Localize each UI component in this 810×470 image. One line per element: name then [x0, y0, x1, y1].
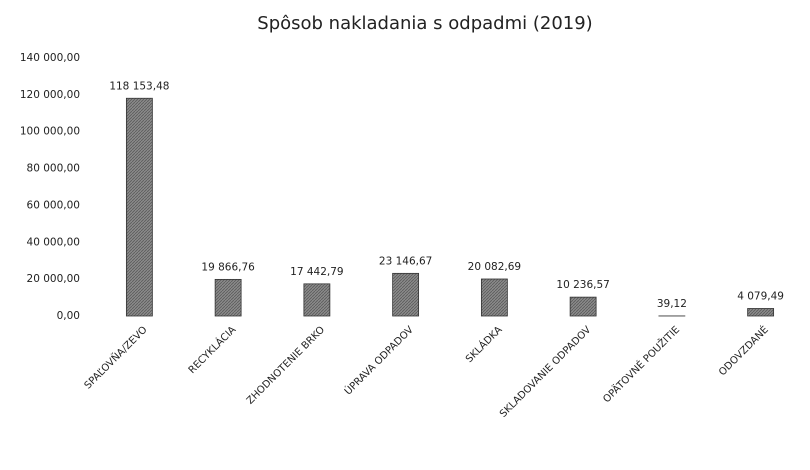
x-tick-label: OPÄTOVNÉ POUŽITIE	[600, 323, 682, 405]
value-label: 4 079,49	[737, 290, 784, 302]
y-tick-label: 80 000,00	[27, 163, 80, 175]
bar	[214, 278, 242, 317]
y-tick-label: 140 000,00	[20, 52, 80, 64]
y-tick-label: 100 000,00	[20, 126, 80, 138]
bar	[392, 272, 420, 317]
value-label: 17 442,79	[290, 266, 343, 278]
y-tick-label: 0,00	[57, 310, 80, 322]
chart-title: Spôsob nakladania s odpadmi (2019)	[257, 13, 592, 34]
x-tick-label: ODOVZDANÉ	[716, 323, 771, 378]
value-label: 118 153,48	[109, 80, 169, 92]
x-tick-label: SKLÁDKA	[463, 323, 505, 365]
value-label: 10 236,57	[556, 279, 609, 291]
value-label: 20 082,69	[468, 261, 521, 273]
y-tick-label: 40 000,00	[27, 236, 80, 248]
bar	[569, 296, 597, 317]
x-tick-label: ÚPRAVA ODPADOV	[341, 323, 416, 398]
value-label: 23 146,67	[379, 255, 432, 267]
bar	[303, 283, 331, 317]
bar	[747, 308, 775, 317]
y-tick-label: 120 000,00	[20, 89, 80, 101]
x-tick-label: RECYKLÁCIA	[185, 323, 238, 376]
x-tick-label: ZHODNOTENIE BRKO	[245, 324, 327, 406]
x-tick-label: SPAĽOVŇA/ZEVO	[81, 323, 149, 391]
bar	[125, 97, 153, 317]
x-tick-label: SKLADOVANIE ODPADOV	[498, 324, 594, 420]
bar	[480, 278, 508, 317]
y-tick-label: 20 000,00	[27, 273, 80, 285]
value-label: 19 866,76	[201, 261, 255, 273]
value-label: 39,12	[657, 298, 687, 310]
y-tick-label: 60 000,00	[27, 199, 80, 211]
